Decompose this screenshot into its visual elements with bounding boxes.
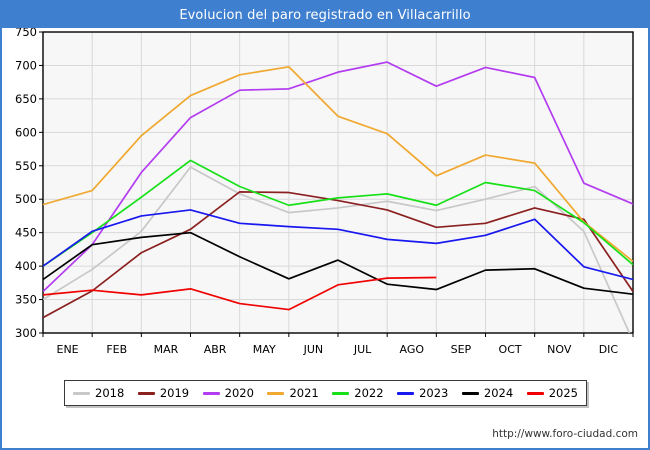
x-tick-label: AGO	[399, 343, 424, 356]
series-line-2018	[43, 166, 631, 333]
y-tick-label: 300	[15, 326, 37, 340]
series-line-2022	[43, 159, 633, 267]
legend-label: 2020	[224, 386, 254, 400]
legend-item-2019[interactable]: 2019	[137, 386, 190, 400]
legend-swatch-icon	[332, 391, 350, 395]
y-tick-label: 450	[15, 226, 37, 240]
x-tick-label: MAY	[253, 343, 276, 356]
chart-canvas: 300 350 400 450 500 550 600 650 700 750 ENE FEB MAR…	[2, 28, 648, 368]
legend-swatch-icon	[461, 391, 479, 395]
x-tick-label: FEB	[106, 343, 127, 356]
window-title-bar: Evolucion del paro registrado en Villaca…	[2, 2, 648, 28]
legend-label: 2018	[95, 386, 125, 400]
line-chart: 300 350 400 450 500 550 600 650 700 750 ENE FEB MAR…	[15, 28, 634, 356]
legend-item-2021[interactable]: 2021	[267, 386, 319, 400]
legend-item-2022[interactable]: 2022	[332, 386, 384, 400]
source-url: http://www.foro-ciudad.com	[492, 428, 638, 440]
legend-label: 2022	[354, 386, 384, 400]
legend-label: 2019	[159, 386, 190, 400]
page-title: Evolucion del paro registrado en Villaca…	[179, 7, 471, 23]
legend-label: 2024	[483, 386, 514, 400]
x-tick-label: MAR	[154, 343, 179, 356]
series-lines	[43, 61, 633, 333]
legend-swatch-icon	[202, 391, 220, 395]
y-tick-label: 700	[15, 58, 37, 72]
x-tick-label: JUL	[353, 343, 372, 356]
legend-label: 2021	[289, 386, 319, 400]
legend-swatch-icon	[526, 391, 544, 395]
legend-item-2020[interactable]: 2020	[202, 386, 254, 400]
legend-item-2025[interactable]: 2025	[526, 386, 578, 400]
legend-label: 2025	[548, 386, 578, 400]
y-tick-label: 350	[15, 293, 37, 307]
x-tick-label: DIC	[599, 343, 619, 356]
x-tick-label: ENE	[57, 343, 79, 356]
y-axis-tick-labels: 300 350 400 450 500 550 600 650 700 750	[15, 28, 43, 340]
series-line-2024	[43, 231, 633, 296]
chart-legend: 2018 2019 2020 2021 2022 2023 2024 2025	[64, 380, 587, 406]
series-line-2023	[43, 209, 633, 281]
vertical-gridlines	[91, 32, 585, 333]
y-tick-label: 500	[15, 192, 37, 206]
legend-swatch-icon	[267, 391, 285, 395]
y-tick-label: 600	[15, 125, 37, 139]
legend-swatch-icon	[397, 391, 415, 395]
legend-label: 2023	[419, 386, 449, 400]
legend-item-2024[interactable]: 2024	[461, 386, 514, 400]
x-tick-label: JUN	[303, 343, 324, 356]
x-axis-tick-labels: ENE FEB MAR ABR MAY JUN JUL AGO SEP OCT NOV DIC	[42, 333, 634, 356]
y-tick-label: 650	[15, 92, 37, 106]
y-tick-label: 550	[15, 159, 37, 173]
x-tick-label: NOV	[547, 343, 572, 356]
legend-item-2023[interactable]: 2023	[397, 386, 448, 400]
series-line-2021	[43, 65, 633, 263]
x-tick-label: OCT	[499, 343, 522, 356]
series-line-2020	[43, 61, 633, 293]
x-tick-label: ABR	[204, 343, 227, 356]
x-tick-label: SEP	[451, 343, 472, 356]
y-tick-label: 400	[15, 259, 37, 273]
legend-swatch-icon	[137, 391, 155, 395]
legend-swatch-icon	[73, 391, 90, 395]
series-line-2025	[43, 276, 437, 311]
legend-item-2018[interactable]: 2018	[73, 386, 124, 400]
series-line-2019	[43, 191, 633, 319]
plot-border	[42, 31, 634, 334]
y-tick-label: 750	[15, 28, 37, 39]
